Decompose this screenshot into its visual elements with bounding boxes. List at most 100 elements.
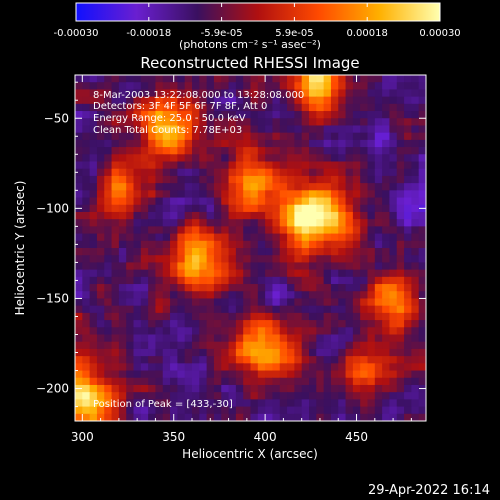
heatmap-cell <box>301 276 310 285</box>
heatmap-cell <box>418 392 426 400</box>
heatmap-cell <box>287 377 295 386</box>
heatmap-cell <box>104 248 113 256</box>
heatmap-cell <box>279 233 288 242</box>
heatmap-cell <box>360 262 369 271</box>
heatmap-cell <box>272 327 281 336</box>
heatmap-cell <box>243 341 252 350</box>
heatmap-cell <box>148 312 157 321</box>
heatmap-cell <box>418 312 426 321</box>
heatmap-cell <box>177 305 186 314</box>
heatmap-cell <box>213 320 222 328</box>
heatmap-cell <box>192 399 200 408</box>
heatmap-cell <box>162 125 171 134</box>
heatmap-cell <box>96 312 105 321</box>
heatmap-cell <box>294 341 303 350</box>
heatmap-cell <box>243 413 252 421</box>
heatmap-cell <box>155 348 164 357</box>
heatmap-cell <box>170 370 178 379</box>
heatmap-cell <box>294 334 303 343</box>
heatmap-cell <box>367 75 376 83</box>
heatmap-cell <box>82 413 91 421</box>
heatmap-cell <box>111 161 120 170</box>
heatmap-cell <box>96 284 105 292</box>
heatmap-cell <box>213 370 222 379</box>
heatmap-cell <box>82 392 91 400</box>
heatmap-cell <box>170 175 178 184</box>
heatmap-cell <box>257 233 266 242</box>
heatmap-cell <box>170 377 178 386</box>
heatmap-cell <box>330 161 339 170</box>
heatmap-cell <box>192 103 200 112</box>
heatmap-cell <box>265 248 274 256</box>
heatmap-cell <box>287 175 295 184</box>
heatmap-cell <box>184 139 193 148</box>
heatmap-cell <box>279 363 288 372</box>
heatmap-cell <box>294 204 303 213</box>
heatmap-cell <box>221 183 230 191</box>
heatmap-cell <box>338 175 347 184</box>
heatmap-cell <box>126 392 135 400</box>
heatmap-cell <box>148 269 157 278</box>
heatmap-cell <box>243 291 252 300</box>
heatmap-cell <box>213 255 222 264</box>
heatmap-cell <box>360 341 369 350</box>
heatmap-cell <box>133 89 142 98</box>
heatmap-cell <box>279 284 288 292</box>
axis-ticks: 300 350 400 450−50−100−150−200 <box>36 75 426 444</box>
heatmap-cell <box>213 392 222 400</box>
heatmap-cell <box>184 240 193 249</box>
heatmap-cell <box>338 125 347 134</box>
heatmap-cell <box>184 312 193 321</box>
heatmap-cell <box>345 284 354 292</box>
heatmap-cell <box>177 320 186 328</box>
heatmap-cell <box>250 363 259 372</box>
heatmap-cell <box>89 320 98 328</box>
annotation-clean-counts: Clean Total Counts: 7.78E+03 <box>93 125 242 136</box>
heatmap-cell <box>287 413 295 421</box>
heatmap-cell <box>199 406 208 415</box>
heatmap-cell <box>133 197 142 206</box>
heatmap-cell <box>345 103 354 112</box>
heatmap-cell <box>404 370 412 379</box>
heatmap-cell <box>309 139 317 148</box>
heatmap-cell <box>96 356 105 364</box>
heatmap-cell <box>279 103 288 112</box>
heatmap-cell <box>82 269 91 278</box>
heatmap-cell <box>177 96 186 105</box>
heatmap-cell <box>148 284 157 292</box>
heatmap-cell <box>192 406 200 415</box>
heatmap-cell <box>323 248 332 256</box>
heatmap-cell <box>213 363 222 372</box>
heatmap-cell <box>170 89 178 98</box>
heatmap-cell <box>184 211 193 220</box>
heatmap-cell <box>177 111 186 119</box>
heatmap-cell <box>316 320 325 328</box>
heatmap-cell <box>418 291 426 300</box>
heatmap-cell <box>404 356 412 364</box>
heatmap-cell <box>170 190 178 199</box>
heatmap-cell <box>338 363 347 372</box>
heatmap-cell <box>301 168 310 177</box>
heatmap-cell <box>382 269 391 278</box>
heatmap-cell <box>257 248 266 256</box>
heatmap-cell <box>82 211 91 220</box>
heatmap-cell <box>235 334 244 343</box>
heatmap-cell <box>221 334 230 343</box>
heatmap-cell <box>82 312 91 321</box>
heatmap-cell <box>228 89 237 98</box>
heatmap-cell <box>257 89 266 98</box>
heatmap-cell <box>382 75 391 83</box>
heatmap-cell <box>162 204 171 213</box>
heatmap-cell <box>213 197 222 206</box>
heatmap-cell <box>140 413 149 421</box>
heatmap-cell <box>382 96 391 105</box>
heatmap-cell <box>316 327 325 336</box>
heatmap-cell <box>404 399 412 408</box>
heatmap-cell <box>170 125 178 134</box>
heatmap-cell <box>206 298 215 307</box>
heatmap-cell <box>148 248 157 256</box>
heatmap-cell <box>155 175 164 184</box>
heatmap-cell <box>411 154 420 163</box>
heatmap-cell <box>411 211 420 220</box>
heatmap-cell <box>279 262 288 271</box>
